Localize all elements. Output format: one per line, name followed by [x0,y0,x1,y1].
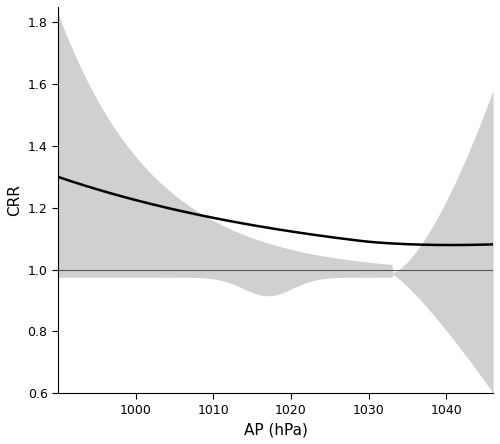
Y-axis label: CRR: CRR [7,184,22,216]
X-axis label: AP (hPa): AP (hPa) [244,422,308,437]
